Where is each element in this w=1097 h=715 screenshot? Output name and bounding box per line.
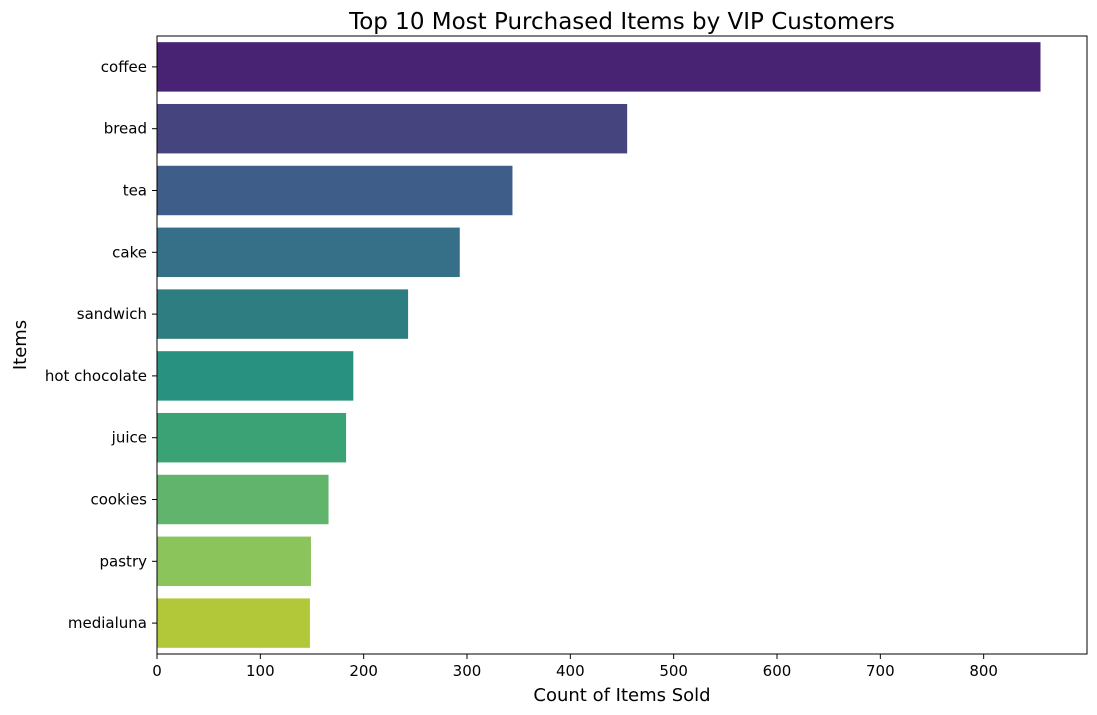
plot-frame (156, 35, 1088, 655)
y-axis-ticks: coffee bread tea cake sandwich hot chocolate j… (45, 58, 157, 632)
bar-bread (157, 103, 628, 154)
bar-coffee (157, 42, 1041, 92)
bar-tea (157, 165, 513, 216)
bar-sandwich (157, 289, 409, 339)
y-tick-label: cake (112, 243, 147, 261)
y-tick-label: coffee (101, 58, 147, 76)
y-axis-title: Items (10, 320, 31, 370)
x-tick-label: 300 (453, 662, 482, 680)
bar-hot-chocolate (157, 351, 354, 401)
bar-cookies (157, 474, 329, 525)
x-tick-label: 0 (152, 662, 162, 680)
x-tick-label: 600 (763, 662, 792, 680)
y-tick-label: hot chocolate (45, 367, 147, 385)
bar-medialuna (157, 598, 310, 648)
x-axis-title: Count of Items Sold (533, 685, 710, 706)
y-tick-label: tea (123, 182, 147, 200)
y-tick-label: cookies (91, 491, 148, 509)
x-tick-label: 400 (556, 662, 585, 680)
y-tick-label: sandwich (77, 305, 147, 323)
y-tick-label: pastry (100, 552, 148, 570)
bar-pastry (157, 536, 311, 587)
chart-title: Top 10 Most Purchased Items by VIP Custo… (348, 9, 895, 35)
bar-juice (157, 412, 347, 463)
y-tick-label: medialuna (68, 614, 147, 632)
y-tick-label: bread (104, 120, 147, 138)
x-tick-label: 800 (969, 662, 998, 680)
bar-cake (157, 227, 460, 278)
x-tick-label: 200 (349, 662, 378, 680)
bars-layer (157, 42, 1041, 648)
x-tick-label: 100 (246, 662, 275, 680)
x-tick-label: 700 (866, 662, 895, 680)
y-tick-label: juice (111, 429, 147, 447)
x-tick-label: 500 (659, 662, 688, 680)
x-axis-ticks: 0 100 200 300 400 500 600 700 800 (152, 654, 998, 680)
